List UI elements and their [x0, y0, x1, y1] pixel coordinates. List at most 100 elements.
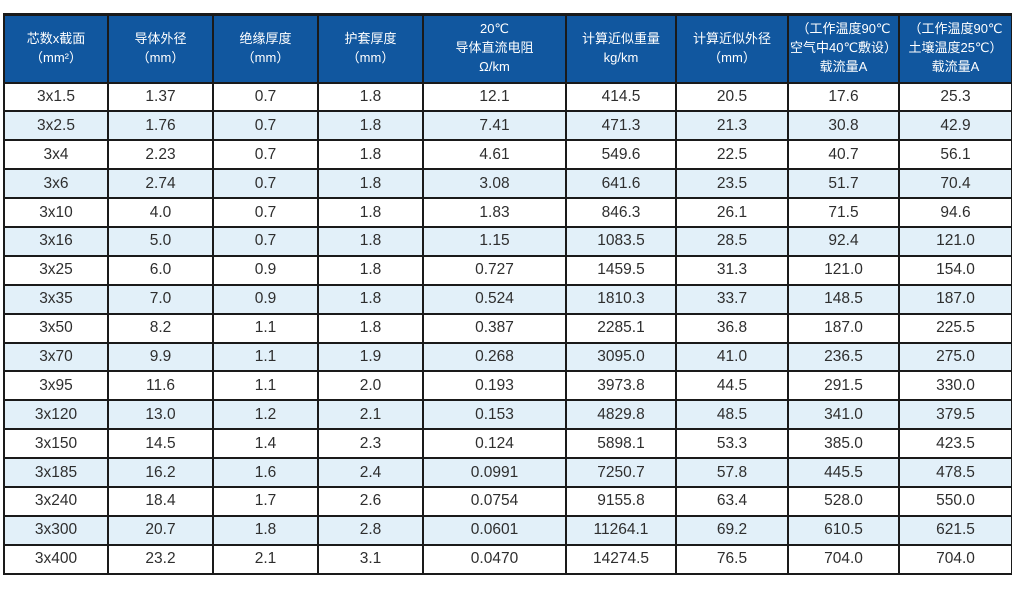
header-line: （工作温度90℃ [908, 21, 1003, 37]
table-cell: 0.7 [212, 197, 319, 228]
table-cell: 18.4 [107, 485, 214, 517]
table-row: 3x16 5.0 0.7 1.8 1.15 1083.5 28.5 92.4 121.0 [3, 225, 1012, 257]
table-cell: 2.1 [212, 543, 319, 575]
table-cell: 423.5 [898, 428, 1012, 460]
table-cell: 31.3 [675, 254, 789, 286]
table-cell: 12.1 [422, 81, 567, 113]
table-cell: 1.76 [107, 110, 214, 142]
table-cell: 23.5 [675, 168, 789, 200]
table-cell: 0.7 [212, 168, 319, 200]
table-cell: 1083.5 [565, 225, 677, 257]
header-line: （mm²） [30, 49, 82, 65]
table-cell: 2.0 [317, 370, 424, 402]
table-cell: 3.08 [422, 168, 567, 200]
table-cell: 0.0470 [422, 543, 567, 575]
table-cell: 1.2 [212, 399, 319, 431]
table-cell: 71.5 [787, 197, 900, 228]
table-cell: 26.1 [675, 197, 789, 228]
header-line: 载流量A [819, 59, 868, 75]
table-cell: 20.7 [107, 514, 214, 546]
table-cell: 1.8 [317, 254, 424, 286]
table-cell: 30.8 [787, 110, 900, 142]
row-label: 3x16 [3, 225, 109, 257]
table-cell: 3095.0 [565, 341, 677, 373]
table-cell: 0.7 [212, 81, 319, 113]
table-cell: 445.5 [787, 457, 900, 488]
table-cell: 2.8 [317, 514, 424, 546]
table-cell: 28.5 [675, 225, 789, 257]
table-cell: 704.0 [787, 543, 900, 575]
table-cell: 1.37 [107, 81, 214, 113]
table-cell: 53.3 [675, 428, 789, 460]
table-cell: 57.8 [675, 457, 789, 488]
table-cell: 610.5 [787, 514, 900, 546]
table-cell: 17.6 [787, 81, 900, 113]
table-cell: 76.5 [675, 543, 789, 575]
table-cell: 11264.1 [565, 514, 677, 546]
table-cell: 48.5 [675, 399, 789, 431]
table-cell: 13.0 [107, 399, 214, 431]
table-cell: 4.61 [422, 139, 567, 171]
table-cell: 379.5 [898, 399, 1012, 431]
table-cell: 154.0 [898, 254, 1012, 286]
row-label: 3x2.5 [3, 110, 109, 142]
table-cell: 1.4 [212, 428, 319, 460]
row-label: 3x35 [3, 283, 109, 315]
row-label: 3x1.5 [3, 81, 109, 113]
table-cell: 6.0 [107, 254, 214, 286]
table-cell: 1.6 [212, 457, 319, 488]
table-row: 3x50 8.2 1.1 1.8 0.387 2285.1 36.8 187.0 225.5 [3, 312, 1012, 344]
table-cell: 20.5 [675, 81, 789, 113]
table-row: 3x35 7.0 0.9 1.8 0.524 1810.3 33.7 148.5 187.0 [3, 283, 1012, 315]
row-label: 3x150 [3, 428, 109, 460]
table-cell: 0.727 [422, 254, 567, 286]
table-cell: 236.5 [787, 341, 900, 373]
table-cell: 1.1 [212, 312, 319, 344]
table-cell: 5.0 [107, 225, 214, 257]
table-cell: 22.5 [675, 139, 789, 171]
table-cell: 1.9 [317, 341, 424, 373]
table-cell: 1.8 [317, 197, 424, 228]
header-line: 空气中40℃敷设） [790, 40, 898, 56]
cable-spec-table: 芯数x截面 （mm²） 导体外径 （mm） 绝缘厚度 （mm） 护套厚度 （mm） 20℃ 导体直… [3, 13, 1012, 575]
table-cell: 0.0601 [422, 514, 567, 546]
table-cell: 330.0 [898, 370, 1012, 402]
header-line: 导体外径 [134, 30, 187, 46]
header-line: Ω/km [479, 59, 510, 75]
table-cell: 121.0 [898, 225, 1012, 257]
table-row: 3x185 16.2 1.6 2.4 0.0991 7250.7 57.8 445.5 478.… [3, 457, 1012, 488]
table-row: 3x70 9.9 1.1 1.9 0.268 3095.0 41.0 236.5 275.0 [3, 341, 1012, 373]
table-row: 3x95 11.6 1.1 2.0 0.193 3973.8 44.5 291.5 330.0 [3, 370, 1012, 402]
table-cell: 42.9 [898, 110, 1012, 142]
table-cell: 341.0 [787, 399, 900, 431]
header-line: 20℃ [479, 21, 510, 37]
column-header-ampacity-soil: （工作温度90℃ 土壤温度25℃） 载流量A [898, 13, 1012, 84]
table-row: 3x400 23.2 2.1 3.1 0.0470 14274.5 76.5 704.0 704… [3, 543, 1012, 575]
table-row: 3x2.5 1.76 0.7 1.8 7.41 471.3 21.3 30.8 42.9 [3, 110, 1012, 142]
table-cell: 41.0 [675, 341, 789, 373]
table-cell: 1.1 [212, 341, 319, 373]
table-cell: 148.5 [787, 283, 900, 315]
table-cell: 0.268 [422, 341, 567, 373]
header-line: 绝缘厚度 [239, 30, 292, 46]
table-cell: 0.387 [422, 312, 567, 344]
row-label: 3x50 [3, 312, 109, 344]
table-cell: 2.4 [317, 457, 424, 488]
table-row: 3x150 14.5 1.4 2.3 0.124 5898.1 53.3 385.0 423.5 [3, 428, 1012, 460]
row-label: 3x6 [3, 168, 109, 200]
row-label: 3x25 [3, 254, 109, 286]
table-cell: 1.8 [317, 81, 424, 113]
table-cell: 0.0991 [422, 457, 567, 488]
table-cell: 0.124 [422, 428, 567, 460]
table-cell: 8.2 [107, 312, 214, 344]
table-cell: 704.0 [898, 543, 1012, 575]
table-cell: 40.7 [787, 139, 900, 171]
table-cell: 291.5 [787, 370, 900, 402]
row-label: 3x240 [3, 485, 109, 517]
table-cell: 528.0 [787, 485, 900, 517]
table-cell: 0.153 [422, 399, 567, 431]
table-cell: 1.8 [317, 225, 424, 257]
table-cell: 4.0 [107, 197, 214, 228]
table-cell: 1.8 [317, 312, 424, 344]
table-cell: 0.9 [212, 283, 319, 315]
